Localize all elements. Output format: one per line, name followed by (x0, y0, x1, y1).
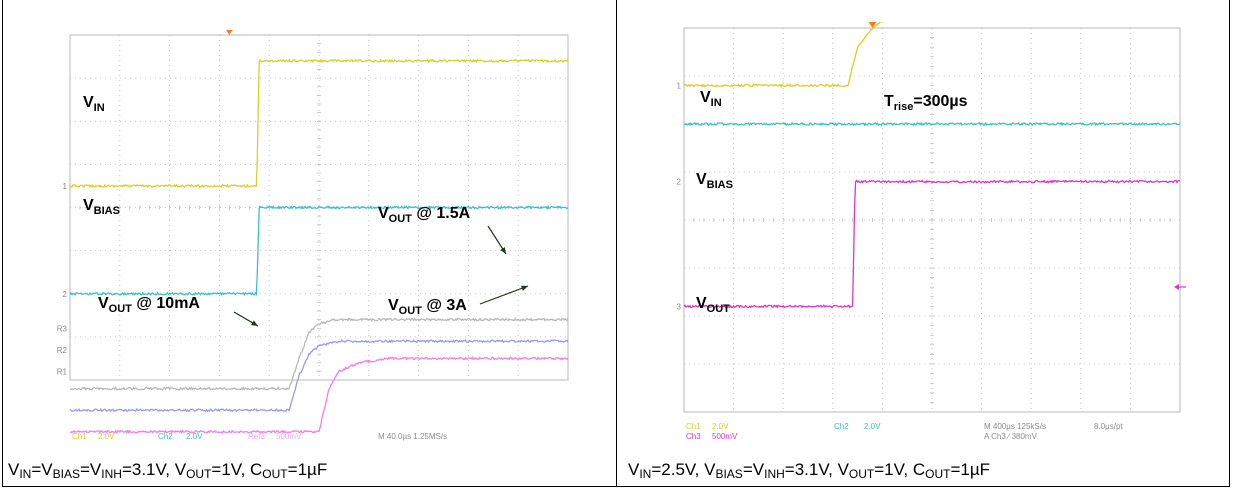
trace-label: VOUT (696, 295, 730, 315)
trigger-level-arrowhead (1174, 284, 1179, 290)
series-vout (683, 179, 1180, 309)
status-text: M 40.0µs 1.25MS/s (378, 432, 447, 441)
series-vout-3a (69, 356, 569, 435)
channel-marker: 1 (677, 82, 682, 91)
status-text: Ch1 (686, 422, 701, 431)
trace-label: VIN (700, 89, 722, 109)
label-arrow (479, 285, 529, 305)
arrow-head (500, 247, 506, 254)
status-text: Ch1 (72, 432, 87, 441)
status-text: Ch3 (686, 432, 701, 441)
status-text: 500mV (276, 432, 302, 441)
status-text: 2.0V (864, 422, 881, 431)
channel-marker: R1 (57, 367, 68, 376)
left-caption: VIN=VBIAS=VINH=3.1V, VOUT=1V, COUT=1µF (8, 460, 328, 481)
series-vin (683, 22, 884, 88)
status-text: 2.0V (712, 422, 729, 431)
status-text: Ch2 (834, 422, 849, 431)
status-text: 2.0V (186, 432, 203, 441)
arrow-head (251, 320, 258, 326)
arrow-head (521, 285, 528, 291)
channel-marker: 3 (677, 302, 682, 311)
trigger-position-marker (226, 30, 233, 35)
channel-marker: 2 (63, 290, 68, 299)
status-text: 500mV (712, 432, 738, 441)
status-text: Ch2 (158, 432, 173, 441)
status-text: M 400µs 125kS/s (984, 422, 1046, 431)
trigger-position-marker (868, 22, 877, 28)
trace-label: Trise=300µs (884, 93, 968, 113)
series-vbias (69, 205, 569, 297)
right-oscilloscope-plot: 1 2 3 VIN Trise=300µs VBIAS VOUT Ch1 2.0V Ch3 500m… (677, 22, 1186, 441)
status-text: 8.0µs/pt (1094, 422, 1123, 431)
trace-label: VOUT @ 3A (388, 297, 467, 317)
trace-label: VBIAS (696, 171, 733, 191)
series-vout-10ma (69, 339, 569, 413)
status-text: 2.0V (98, 432, 115, 441)
trace-label: VOUT @ 10mA (98, 295, 200, 315)
channel-marker: 1 (63, 182, 68, 191)
panel-divider (616, 0, 617, 487)
trace-label: VBIAS (83, 197, 120, 217)
series-vout-1-5a (70, 317, 569, 391)
channel-marker: R2 (57, 346, 68, 355)
channel-marker: 2 (677, 178, 682, 187)
status-text: A Ch3 ∕ 380mV (984, 432, 1038, 441)
trace-label: VOUT @ 1.5A (378, 205, 471, 225)
status-text: Ref3 (248, 432, 265, 441)
right-caption: VIN=2.5V, VBIAS=VINH=3.1V, VOUT=1V, COUT… (628, 460, 991, 481)
series-vin (69, 58, 569, 189)
channel-marker: R3 (57, 324, 68, 333)
left-oscilloscope-plot: 1 2 R1 R2 R3 VIN VBIAS VOUT @ 1.5A VOUT @ 10mA VO… (57, 30, 569, 441)
trace-label: VIN (83, 94, 105, 114)
series-vbias (683, 121, 1181, 127)
